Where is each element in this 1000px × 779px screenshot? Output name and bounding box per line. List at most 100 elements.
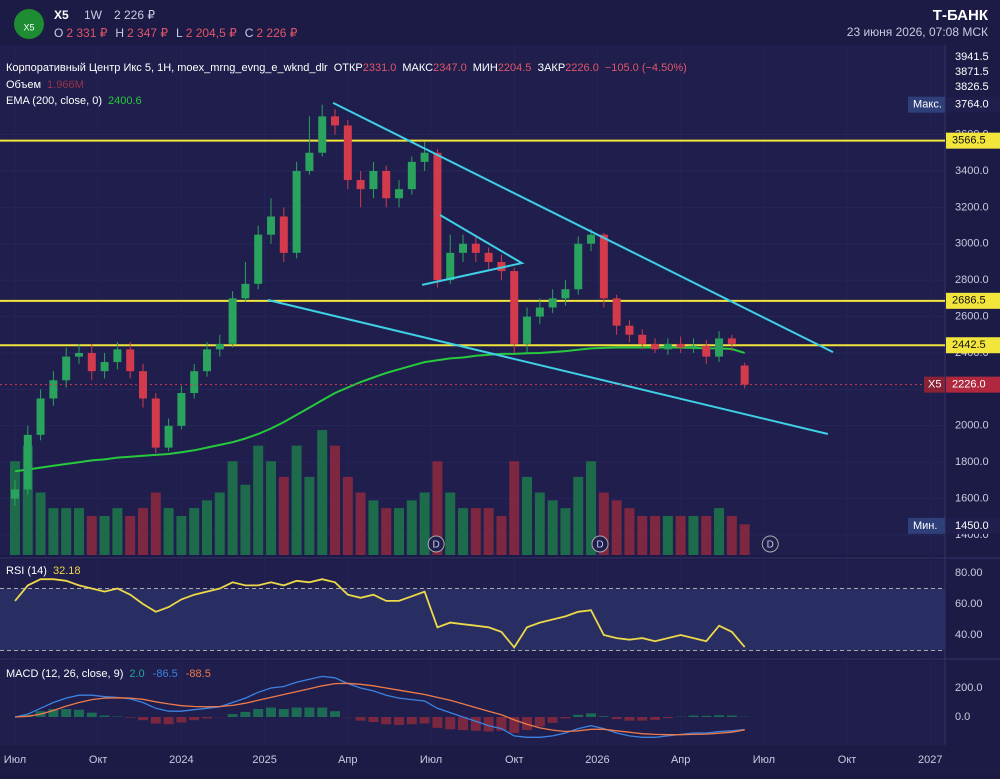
level-label: 3566.5: [952, 135, 986, 147]
y-tick-label: 40.00: [955, 629, 983, 641]
volume-bar: [740, 524, 750, 555]
macd-histogram-bar: [164, 717, 174, 724]
candle-body: [408, 162, 416, 189]
volume-name: Объем: [6, 79, 41, 91]
candle-body: [485, 253, 493, 262]
candle-body: [37, 398, 45, 434]
macd-histogram-bar: [714, 715, 724, 717]
macd-histogram-bar: [688, 716, 698, 717]
volume-bar: [317, 430, 327, 555]
volume-bar: [701, 516, 711, 555]
volume-bar: [650, 516, 660, 555]
legend-value: 2226.0: [565, 62, 599, 74]
last-price-label: 2226.0: [952, 379, 986, 391]
macd-histogram-bar: [599, 716, 609, 717]
volume-bar: [151, 493, 161, 556]
macd-histogram-bar: [394, 717, 404, 725]
ohlc-value: 2 226 ₽: [256, 26, 297, 40]
top-price-label: 3941.5: [955, 51, 989, 63]
volume-bar: [394, 508, 404, 555]
x-tick-label: Июл: [753, 754, 775, 766]
candle-body: [549, 298, 557, 307]
candle-body: [254, 235, 262, 284]
candle-body: [664, 344, 672, 349]
macd-histogram-bar: [100, 716, 110, 717]
volume-bar: [240, 485, 250, 555]
brand: Т-БАНК: [933, 7, 989, 24]
macd-histogram-bar: [535, 717, 545, 726]
volume-bar: [125, 516, 135, 555]
volume-value: 1.966M: [47, 79, 84, 91]
candle-body: [446, 253, 454, 280]
macd-histogram-bar: [151, 717, 161, 724]
macd-histogram-bar: [381, 717, 391, 724]
extreme-label: 3764.0: [955, 99, 989, 111]
volume-bar: [266, 461, 276, 555]
volume-bar: [548, 500, 558, 555]
legend-key: ЗАКР: [537, 62, 565, 74]
macd-histogram-bar: [548, 717, 558, 723]
volume-bar: [61, 508, 71, 555]
top-price-label: 3826.5: [955, 81, 989, 93]
macd-histogram-bar: [61, 709, 71, 717]
chart-title: Корпоративный Центр Икс 5, 1H, moex_mrng…: [6, 62, 328, 74]
candle-body: [702, 346, 710, 357]
candle-body: [331, 116, 339, 125]
candle-body: [728, 338, 736, 343]
y-tick-label: 2800.0: [955, 274, 989, 286]
candle-body: [62, 357, 70, 381]
volume-bar: [663, 516, 673, 555]
macd-histogram-bar: [266, 708, 276, 717]
level-label: 2686.5: [952, 295, 986, 307]
volume-bar: [445, 493, 455, 556]
volume-bar: [164, 508, 174, 555]
volume-bar: [381, 508, 391, 555]
candle-body: [318, 116, 326, 152]
volume-bar: [304, 477, 314, 555]
y-tick-label: 3400.0: [955, 165, 989, 177]
candle-body: [433, 153, 441, 280]
candle-body: [638, 335, 646, 344]
ticker: X5: [54, 8, 69, 22]
macd-histogram-bar: [560, 717, 570, 718]
volume-bar: [560, 508, 570, 555]
macd-histogram-bar: [612, 717, 622, 719]
candle-body: [421, 153, 429, 162]
macd-histogram-bar: [701, 716, 711, 717]
y-tick-label: 1800.0: [955, 456, 989, 468]
macd-histogram-bar: [471, 717, 481, 731]
candle-body: [536, 307, 544, 316]
legend-value: 2347.0: [433, 62, 467, 74]
y-tick-label: 80.00: [955, 567, 983, 579]
price: 2 226 ₽: [114, 8, 155, 22]
volume-bar: [714, 508, 724, 555]
x-tick-label: Апр: [338, 754, 357, 766]
candle-body: [177, 393, 185, 426]
volume-bar: [496, 516, 506, 555]
volume-bar: [215, 493, 225, 556]
candle-body: [459, 244, 467, 253]
legend-key: МИН: [473, 62, 498, 74]
candle-body: [510, 271, 518, 344]
y-tick-label: 3000.0: [955, 238, 989, 250]
candle-body: [126, 349, 134, 371]
volume-bar: [471, 508, 481, 555]
candle-body: [369, 171, 377, 189]
dividend-label: D: [596, 540, 603, 551]
volume-bar: [330, 446, 340, 555]
legend-key: ОТКР: [334, 62, 363, 74]
macd-histogram-bar: [458, 717, 468, 730]
legend-entry: -86.5: [153, 668, 178, 680]
rsi-band: [0, 589, 945, 651]
volume-bar: [100, 516, 110, 555]
macd-histogram-bar: [125, 717, 135, 718]
macd-histogram-bar: [356, 717, 366, 721]
x-tick-label: Июл: [420, 754, 442, 766]
macd-histogram-bar: [624, 717, 634, 721]
volume-bar: [292, 446, 302, 555]
macd-histogram-bar: [87, 713, 97, 717]
candle-body: [216, 344, 224, 349]
legend-entry: 2.0: [129, 668, 144, 680]
y-tick-label: 200.0: [955, 682, 983, 694]
